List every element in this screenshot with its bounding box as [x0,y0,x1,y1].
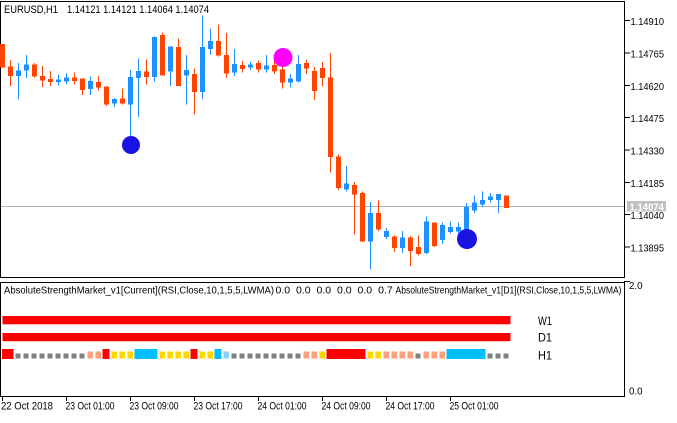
svg-text:23 Oct 01:00: 23 Oct 01:00 [66,401,115,413]
svg-text:EURUSD,H1: EURUSD,H1 [4,4,58,16]
svg-text:23 Oct 17:00: 23 Oct 17:00 [194,401,243,413]
svg-text:AbsoluteStrengthMarket_v1[Curr: AbsoluteStrengthMarket_v1[Current](RSI,C… [4,285,274,297]
svg-text:1.14475: 1.14475 [631,113,665,125]
svg-text:1.14330: 1.14330 [631,145,665,157]
svg-text:2.0: 2.0 [629,281,643,292]
svg-text:1.14910: 1.14910 [631,16,665,28]
svg-text:1.13895: 1.13895 [631,242,665,254]
svg-text:0.0: 0.0 [629,387,643,398]
svg-text:24 Oct 01:00: 24 Oct 01:00 [258,401,307,413]
svg-text:1.14121 1.14121 1.14064 1.1407: 1.14121 1.14121 1.14064 1.14074 [67,4,209,16]
svg-text:1.14620: 1.14620 [631,81,665,93]
svg-text:1.14074: 1.14074 [630,202,665,214]
svg-text:1.14040: 1.14040 [631,210,665,222]
svg-text:D1: D1 [538,333,552,345]
svg-text:1.14185: 1.14185 [631,178,665,190]
svg-text:22 Oct 2018: 22 Oct 2018 [1,401,53,413]
svg-text:24 Oct 17:00: 24 Oct 17:00 [386,401,435,413]
svg-text:25 Oct 01:00: 25 Oct 01:00 [450,401,499,413]
svg-text:AbsoluteStrengthMarket_v1[D1](: AbsoluteStrengthMarket_v1[D1](RSI,Close,… [396,285,622,297]
svg-text:W1: W1 [538,316,552,328]
svg-text:H1: H1 [538,351,552,363]
svg-text:0.0 0.0 0.0 0.0 0.0 0.7: 0.0 0.0 0.0 0.0 0.0 0.7 [276,285,393,297]
svg-text:24 Oct 09:00: 24 Oct 09:00 [322,401,371,413]
svg-text:1.14765: 1.14765 [631,48,665,60]
svg-text:23 Oct 09:00: 23 Oct 09:00 [130,401,179,413]
